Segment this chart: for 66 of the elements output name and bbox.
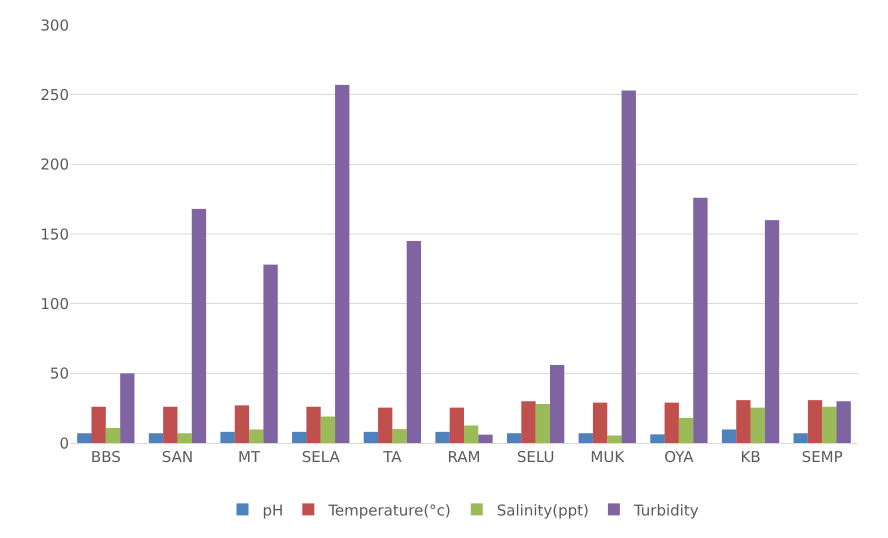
bar bbox=[464, 425, 478, 443]
bar bbox=[292, 432, 306, 443]
bar bbox=[736, 400, 751, 443]
x-tick-label: SELU bbox=[516, 448, 554, 466]
bar bbox=[91, 406, 106, 443]
y-tick-label: 150 bbox=[40, 225, 69, 244]
bar bbox=[177, 433, 192, 443]
bar bbox=[550, 364, 564, 443]
y-tick-label: 200 bbox=[40, 156, 69, 174]
y-tick-label: 250 bbox=[40, 86, 69, 104]
y-tick-label: 300 bbox=[40, 16, 69, 34]
legend-label: pH bbox=[262, 501, 284, 520]
x-tick-label: SELA bbox=[302, 448, 340, 466]
y-tick-label: 100 bbox=[40, 294, 69, 313]
bar bbox=[592, 402, 608, 443]
bar bbox=[622, 90, 636, 443]
bar bbox=[220, 432, 235, 443]
bar bbox=[148, 433, 164, 443]
bar bbox=[808, 400, 822, 443]
bar bbox=[693, 198, 708, 443]
y-tick-label: 0 bbox=[59, 434, 69, 452]
bar bbox=[306, 406, 321, 443]
bar bbox=[506, 433, 522, 443]
bar bbox=[120, 373, 134, 443]
bar bbox=[234, 405, 250, 443]
bar bbox=[536, 404, 550, 443]
bar bbox=[521, 401, 536, 443]
bar bbox=[392, 429, 407, 443]
bar bbox=[364, 432, 378, 443]
bar bbox=[794, 433, 808, 443]
bar bbox=[607, 435, 622, 443]
bar bbox=[163, 406, 178, 443]
bar bbox=[450, 408, 464, 443]
y-tick-label: 50 bbox=[50, 364, 69, 383]
bar bbox=[192, 208, 206, 443]
x-tick-label: RAM bbox=[447, 448, 481, 466]
bar bbox=[664, 402, 679, 443]
x-tick-label: MT bbox=[238, 448, 261, 466]
bar bbox=[836, 401, 851, 443]
legend-label: Temperature(°c) bbox=[327, 501, 451, 520]
x-tick-label: SEMP bbox=[802, 448, 843, 466]
bar bbox=[406, 240, 422, 443]
x-tick-label: TA bbox=[382, 448, 402, 466]
bar bbox=[320, 416, 336, 443]
x-tick-label: SAN bbox=[162, 448, 194, 466]
bar bbox=[106, 428, 120, 443]
bar bbox=[822, 406, 837, 443]
bar bbox=[722, 429, 736, 443]
bar bbox=[77, 433, 92, 443]
bar bbox=[378, 408, 392, 443]
x-tick-label: KB bbox=[740, 448, 761, 466]
bar bbox=[478, 434, 493, 443]
bar bbox=[435, 432, 450, 443]
bar bbox=[263, 264, 278, 443]
x-tick-label: OYA bbox=[664, 448, 694, 466]
bar bbox=[764, 220, 780, 443]
x-tick-label: BBS bbox=[90, 448, 121, 466]
legend-label: Salinity(ppt) bbox=[496, 501, 589, 520]
bar bbox=[249, 429, 264, 443]
bar bbox=[750, 408, 765, 443]
bar bbox=[578, 433, 593, 443]
bar bbox=[678, 418, 694, 443]
legend-label: Turbidity bbox=[632, 501, 699, 520]
bar bbox=[650, 434, 665, 443]
bar bbox=[335, 84, 350, 443]
x-tick-label: MUK bbox=[590, 448, 626, 466]
